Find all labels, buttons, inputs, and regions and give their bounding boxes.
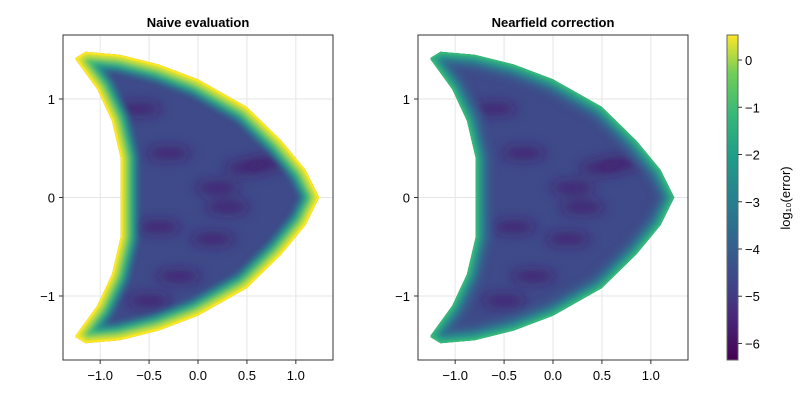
colorbar-tick-label: −5 [745, 289, 760, 304]
colorbar-tick-label: −1 [745, 100, 760, 115]
y-tick-label: 0 [48, 191, 55, 206]
x-tick-label: −1.0 [87, 368, 113, 383]
colorbar-gradient [726, 34, 739, 361]
x-tick-label: 0.0 [189, 368, 207, 383]
panel-title: Naive evaluation [147, 15, 250, 30]
low-error-region [190, 232, 235, 245]
low-error-region [472, 102, 517, 115]
low-error-region [156, 270, 201, 283]
low-error-region [550, 181, 595, 194]
low-error-region [195, 181, 240, 194]
x-tick-label: −0.5 [136, 368, 162, 383]
low-error-region [205, 201, 250, 214]
colorbar-tick-label: −6 [745, 336, 760, 351]
colorbar-tick-label: −4 [745, 242, 760, 257]
low-error-region [146, 147, 191, 160]
colorbar-tick-label: 0 [745, 53, 752, 68]
colorbar: 0 −1 −2 −3 −4 −5 −6 log₁₀(error) [726, 34, 793, 361]
panel-title: Nearfield correction [492, 15, 615, 30]
panel-naive: −1.0 −0.5 0.0 0.5 1.0 −1 0 1 Naive evaluation [40, 15, 334, 383]
x-tick-label: 1.0 [642, 368, 660, 383]
colorbar-tick-label: −2 [745, 148, 760, 163]
x-tick-label: 0.5 [238, 368, 256, 383]
low-error-region [482, 294, 527, 307]
y-tick-label: −1 [395, 289, 410, 304]
y-tick-label: 1 [403, 92, 410, 107]
low-error-region [117, 102, 162, 115]
x-tick-label: 0.5 [593, 368, 611, 383]
colorbar-label: log₁₀(error) [778, 166, 793, 229]
low-error-region [127, 294, 172, 307]
low-error-region [501, 147, 546, 160]
low-error-region [545, 232, 590, 245]
x-tick-label: −0.5 [491, 368, 517, 383]
x-tick-label: −1.0 [442, 368, 468, 383]
low-error-region [560, 201, 605, 214]
x-tick-label: 0.0 [544, 368, 562, 383]
low-error-region [511, 270, 556, 283]
x-tick-label: 1.0 [287, 368, 305, 383]
low-error-region [491, 221, 536, 234]
low-error-region [136, 221, 181, 234]
y-tick-label: −1 [40, 289, 55, 304]
y-tick-label: 0 [403, 191, 410, 206]
colorbar-tick-label: −3 [745, 195, 760, 210]
boundary-edge [75, 51, 320, 344]
panel-nearfield: −1.0 −0.5 0.0 0.5 1.0 −1 0 1 Nearfield correctio… [395, 15, 689, 383]
y-tick-label: 1 [48, 92, 55, 107]
